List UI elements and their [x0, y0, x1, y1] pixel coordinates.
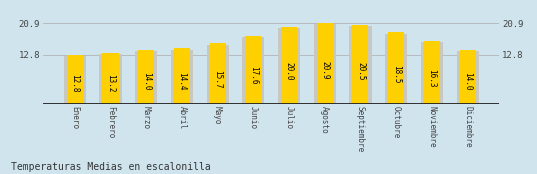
Bar — [171, 50, 193, 104]
Text: 15.7: 15.7 — [213, 69, 222, 88]
Bar — [242, 37, 264, 104]
Bar — [67, 55, 83, 104]
Bar — [460, 50, 476, 104]
Bar — [99, 54, 121, 104]
Bar — [350, 26, 372, 104]
Text: 13.2: 13.2 — [106, 74, 115, 92]
Bar — [278, 28, 300, 104]
Bar — [174, 48, 190, 104]
Text: Temperaturas Medias en escalonilla: Temperaturas Medias en escalonilla — [11, 162, 211, 172]
Bar — [103, 53, 119, 104]
Text: 12.8: 12.8 — [70, 74, 79, 93]
Bar — [138, 50, 154, 104]
Bar — [388, 32, 404, 104]
Bar — [317, 23, 333, 104]
Bar — [456, 51, 478, 104]
Bar — [135, 51, 157, 104]
Bar — [314, 25, 336, 104]
Text: 20.5: 20.5 — [356, 62, 365, 80]
Bar — [281, 27, 297, 104]
Text: 16.3: 16.3 — [427, 69, 437, 87]
Text: 14.0: 14.0 — [142, 72, 151, 91]
Bar — [64, 56, 86, 104]
Bar — [385, 34, 407, 104]
Bar — [207, 45, 229, 104]
Text: 14.4: 14.4 — [177, 72, 186, 90]
Text: 17.6: 17.6 — [249, 66, 258, 85]
Text: 20.0: 20.0 — [285, 62, 294, 81]
Bar — [352, 25, 368, 104]
Text: 14.0: 14.0 — [463, 72, 472, 91]
Text: 18.5: 18.5 — [391, 65, 401, 83]
Bar — [209, 43, 226, 104]
Bar — [424, 41, 440, 104]
Bar — [421, 42, 443, 104]
Text: 20.9: 20.9 — [320, 61, 329, 80]
Bar — [245, 36, 262, 104]
